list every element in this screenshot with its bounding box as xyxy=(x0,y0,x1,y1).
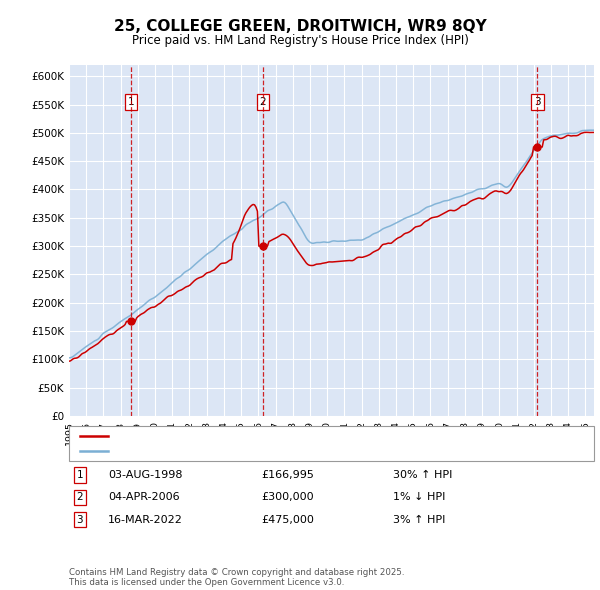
Text: 03-AUG-1998: 03-AUG-1998 xyxy=(108,470,182,480)
Text: 25, COLLEGE GREEN, DROITWICH, WR9 8QY: 25, COLLEGE GREEN, DROITWICH, WR9 8QY xyxy=(113,19,487,34)
Text: 30% ↑ HPI: 30% ↑ HPI xyxy=(393,470,452,480)
Text: £300,000: £300,000 xyxy=(261,493,314,502)
Text: 1% ↓ HPI: 1% ↓ HPI xyxy=(393,493,445,502)
Text: 3% ↑ HPI: 3% ↑ HPI xyxy=(393,515,445,525)
Text: 1: 1 xyxy=(128,97,134,107)
Text: Price paid vs. HM Land Registry's House Price Index (HPI): Price paid vs. HM Land Registry's House … xyxy=(131,34,469,47)
Text: £166,995: £166,995 xyxy=(261,470,314,480)
Text: 16-MAR-2022: 16-MAR-2022 xyxy=(108,515,183,525)
Text: 2: 2 xyxy=(76,493,83,502)
Text: 1: 1 xyxy=(76,470,83,480)
Text: HPI: Average price, detached house, Wychavon: HPI: Average price, detached house, Wych… xyxy=(114,447,373,457)
Text: 2: 2 xyxy=(260,97,266,107)
Text: 25, COLLEGE GREEN, DROITWICH, WR9 8QY (detached house): 25, COLLEGE GREEN, DROITWICH, WR9 8QY (d… xyxy=(114,431,455,441)
Text: 04-APR-2006: 04-APR-2006 xyxy=(108,493,179,502)
Text: 3: 3 xyxy=(534,97,541,107)
Text: £475,000: £475,000 xyxy=(261,515,314,525)
Text: 3: 3 xyxy=(76,515,83,525)
Text: Contains HM Land Registry data © Crown copyright and database right 2025.
This d: Contains HM Land Registry data © Crown c… xyxy=(69,568,404,587)
